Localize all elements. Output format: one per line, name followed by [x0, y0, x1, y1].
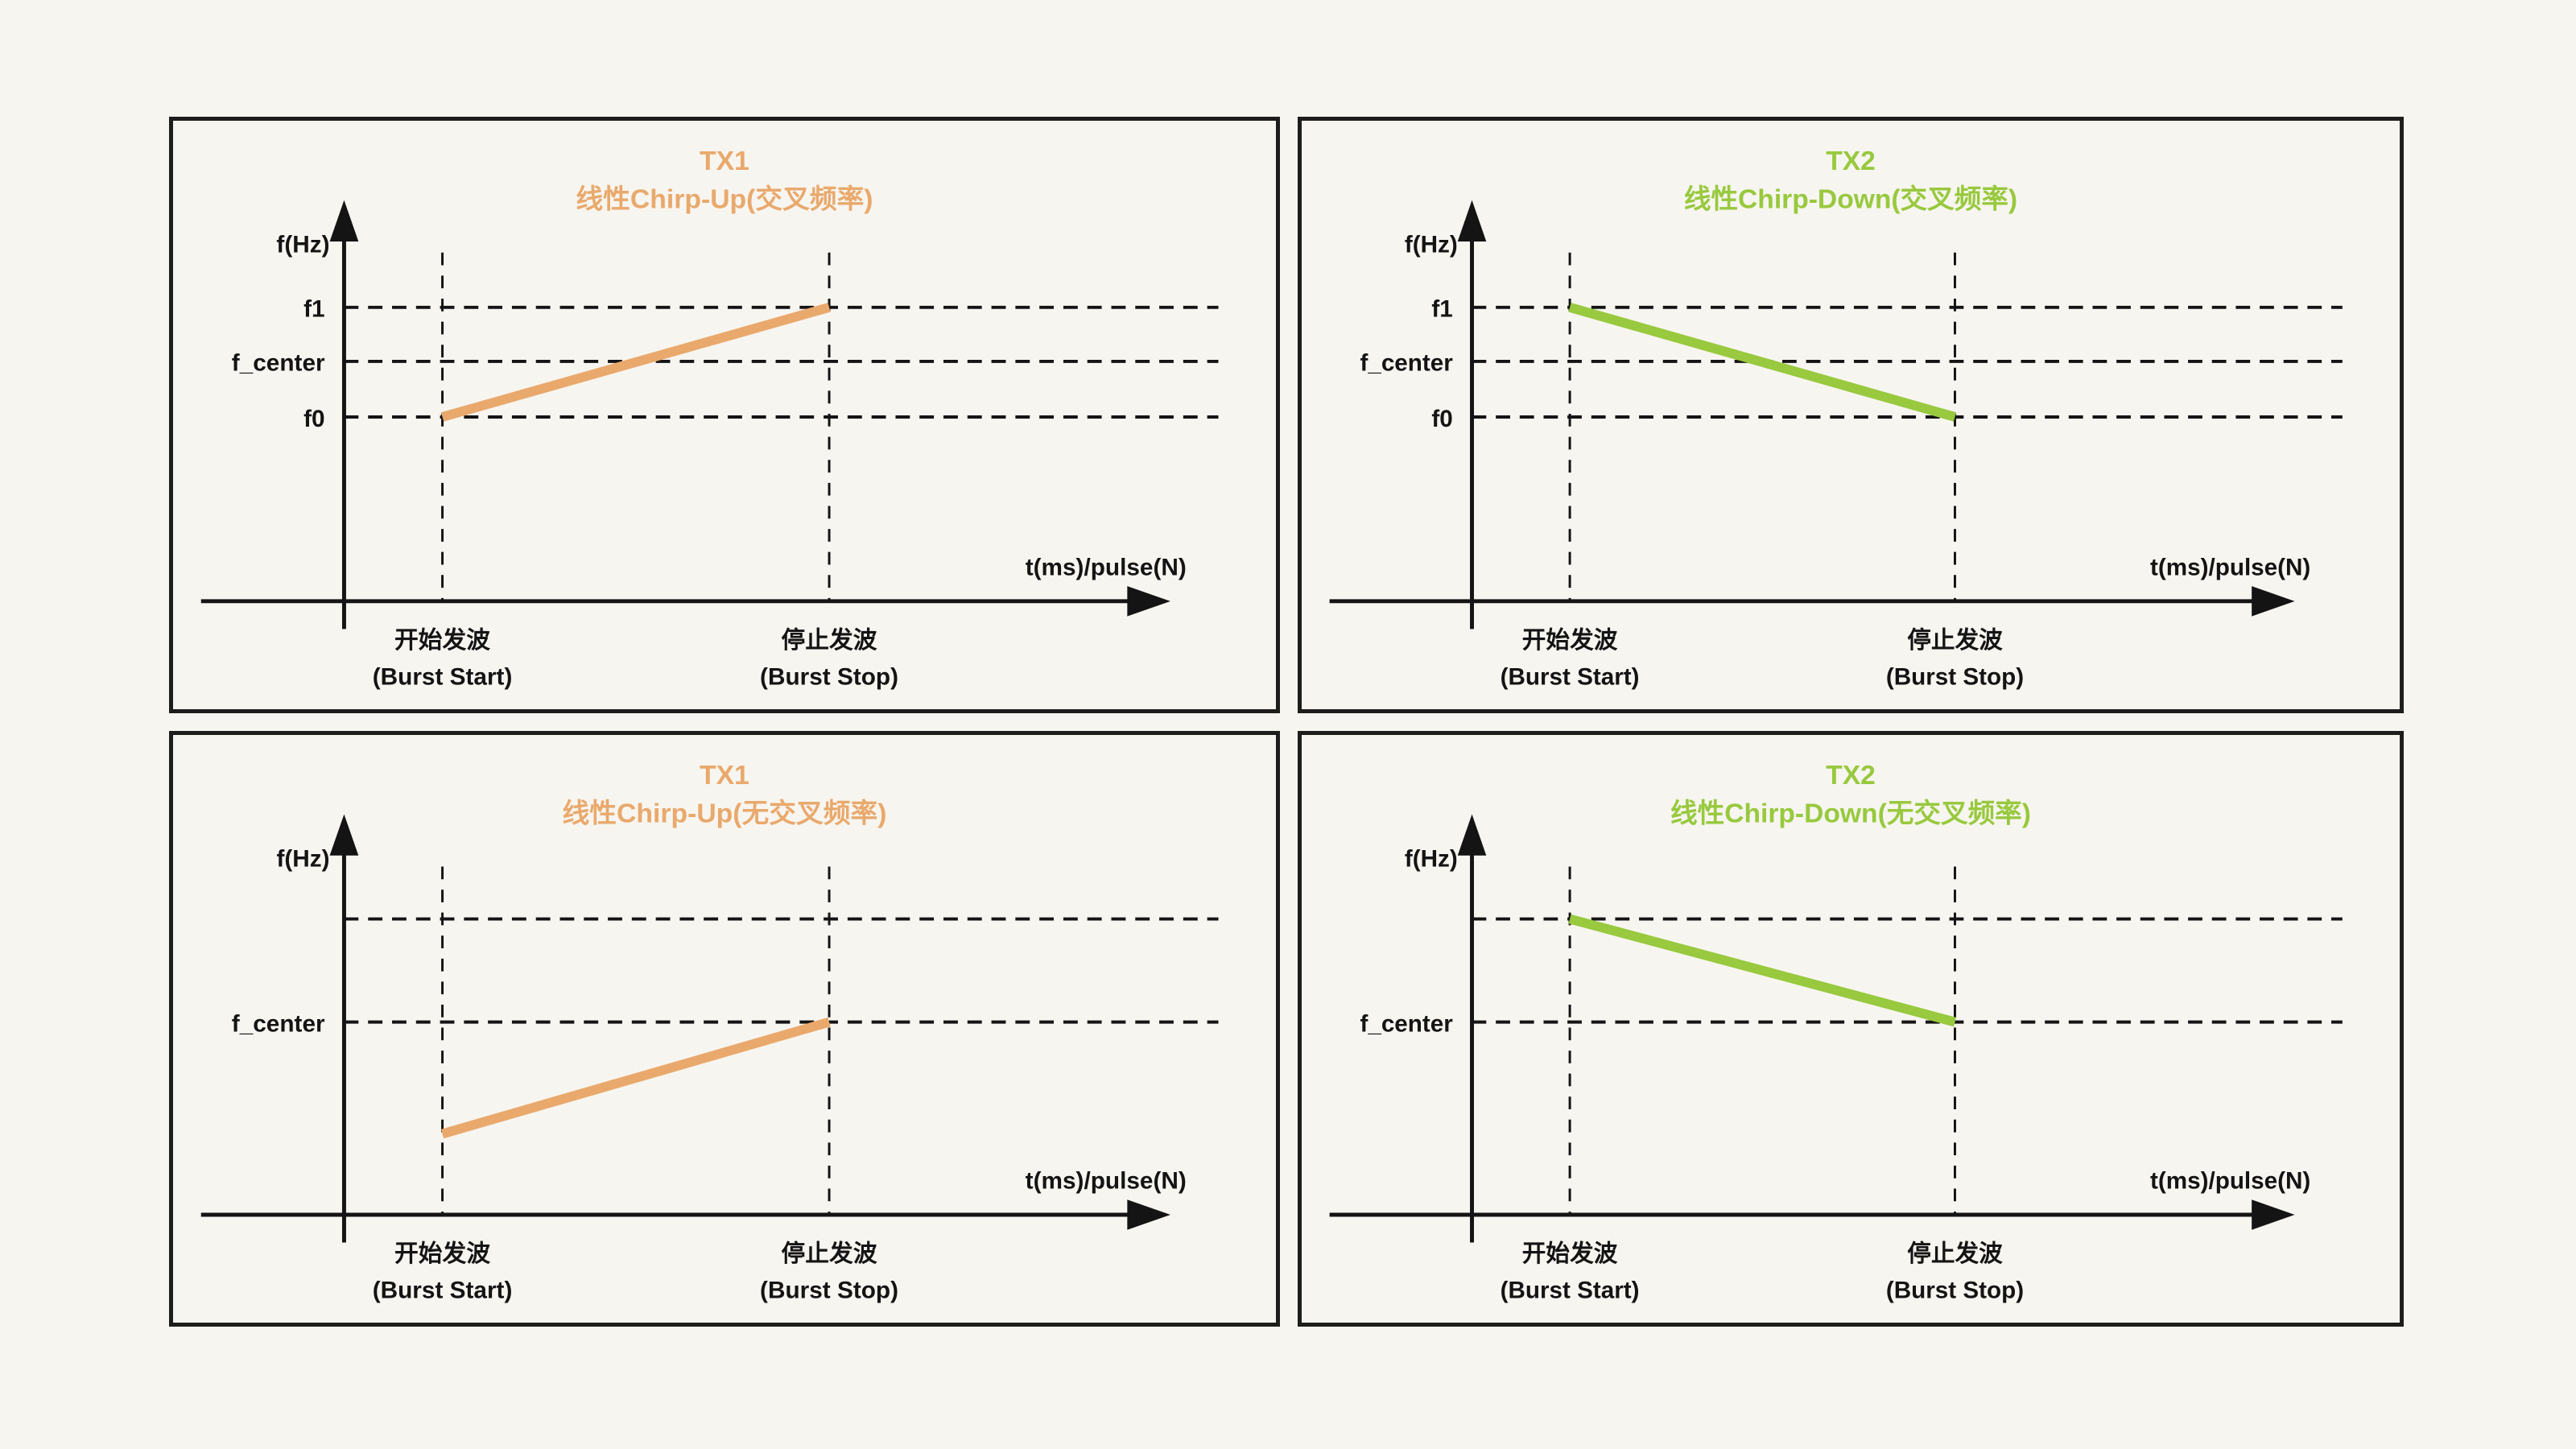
- y-axis-label: f(Hz): [1405, 846, 1458, 873]
- f-center-label: f_center: [232, 1011, 325, 1038]
- burst-stop-label-zh: 停止发波: [1907, 627, 2003, 654]
- burst-stop-label-en: (Burst Stop): [1886, 663, 2024, 690]
- burst-stop-label-zh: 停止发波: [1907, 1241, 2003, 1267]
- burst-start-label-en: (Burst Start): [373, 664, 513, 691]
- x-axis-arrow-icon: [2252, 1199, 2295, 1230]
- burst-start-label-zh: 开始发波: [394, 1241, 490, 1267]
- burst-start-label-en: (Burst Start): [1501, 1278, 1640, 1304]
- panel-title: TX1: [700, 147, 749, 176]
- panel-tx2-crossed-figure: TX2 线性Chirp-Down(交叉频率) f(Hz) f1 f_center…: [1329, 147, 2343, 690]
- panel-tx2-chirp-down-crossed: TX2 线性Chirp-Down(交叉频率) f(Hz) f1 f_center…: [1298, 117, 2404, 713]
- x-axis-label: t(ms)/pulse(N): [1026, 554, 1187, 580]
- y-axis-label: f(Hz): [1405, 232, 1458, 258]
- chirp-up-line: [440, 303, 831, 422]
- y-axis-arrow-icon: [329, 814, 359, 856]
- f-center-label: f_center: [232, 350, 325, 377]
- panel-subtitle: 线性Chirp-Down(无交叉频率): [1670, 797, 2031, 828]
- burst-stop-label-en: (Burst Stop): [1886, 1278, 2024, 1304]
- panel-tx1-crossed-figure: TX1 线性Chirp-Up(交叉频率) f(Hz) f1 f_center f…: [200, 147, 1219, 691]
- x-axis-arrow-icon: [1127, 1199, 1170, 1230]
- panel-tx2-chirp-down-noncrossed: TX2 线性Chirp-Down(无交叉频率) f(Hz) f_center t…: [1298, 731, 2404, 1327]
- y-axis-label: f(Hz): [276, 232, 329, 258]
- burst-stop-label-en: (Burst Stop): [760, 1278, 898, 1304]
- burst-start-label-zh: 开始发波: [1522, 1241, 1618, 1267]
- panel-title: TX2: [1826, 147, 1876, 176]
- y-axis-arrow-icon: [1457, 814, 1487, 856]
- burst-start-label-zh: 开始发波: [1522, 627, 1618, 654]
- panel-subtitle: 线性Chirp-Up(无交叉频率): [563, 797, 887, 828]
- burst-stop-label-zh: 停止发波: [782, 627, 877, 654]
- panel-title: TX1: [700, 761, 749, 791]
- panel-title: TX2: [1826, 761, 1876, 791]
- burst-start-label-en: (Burst Start): [373, 1278, 513, 1304]
- f-center-label: f_center: [1360, 1010, 1453, 1037]
- panel-subtitle: 线性Chirp-Down(交叉频率): [1684, 184, 2017, 215]
- f0-label: f0: [303, 406, 324, 432]
- panel-tx1-chirp-up-noncrossed: TX1 线性Chirp-Up(无交叉频率) f(Hz) f_center t(m…: [169, 731, 1280, 1327]
- x-axis-label: t(ms)/pulse(N): [1026, 1168, 1187, 1195]
- chirp-down-line: [1568, 303, 1957, 422]
- f1-label: f1: [303, 296, 324, 323]
- x-axis-arrow-icon: [1127, 586, 1170, 617]
- x-axis-label: t(ms)/pulse(N): [2150, 554, 2310, 580]
- burst-stop-label-zh: 停止发波: [782, 1241, 877, 1267]
- panel-tx1-noncrossed-figure: TX1 线性Chirp-Up(无交叉频率) f(Hz) f_center t(m…: [200, 761, 1219, 1304]
- burst-start-label-zh: 开始发波: [394, 627, 490, 654]
- panel-tx2-noncrossed-figure: TX2 线性Chirp-Down(无交叉频率) f(Hz) f_center t…: [1329, 761, 2343, 1304]
- f-center-label: f_center: [1360, 350, 1453, 377]
- y-axis-label: f(Hz): [276, 846, 329, 873]
- chirp-up-line: [440, 1017, 831, 1139]
- burst-start-label-en: (Burst Start): [1501, 663, 1640, 690]
- x-axis-label: t(ms)/pulse(N): [2150, 1168, 2310, 1195]
- y-axis-arrow-icon: [1457, 200, 1487, 242]
- panel-subtitle: 线性Chirp-Up(交叉频率): [576, 184, 873, 215]
- x-axis-arrow-icon: [2252, 586, 2295, 617]
- f1-label: f1: [1431, 296, 1452, 323]
- f0-label: f0: [1431, 406, 1452, 432]
- chirp-down-line: [1568, 914, 1957, 1027]
- panel-tx1-chirp-up-crossed: TX1 线性Chirp-Up(交叉频率) f(Hz) f1 f_center f…: [169, 117, 1280, 713]
- y-axis-arrow-icon: [329, 200, 359, 242]
- burst-stop-label-en: (Burst Stop): [760, 664, 898, 691]
